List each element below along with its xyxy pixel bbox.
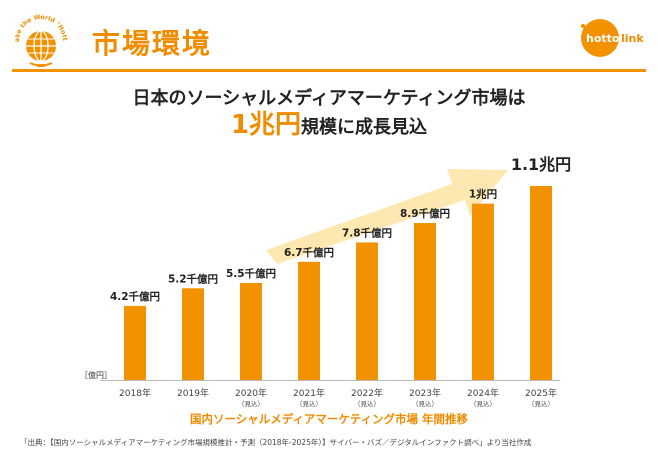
headline-rest: 規模に成長見込	[301, 117, 428, 138]
hottolink-logo-icon: hotto link	[580, 19, 644, 57]
page-title: 市場環境	[92, 27, 213, 60]
bar-2021年	[298, 261, 320, 380]
headline-emphasis: 1兆円	[230, 110, 302, 140]
value-label-2022年: 7.8千億円	[342, 226, 392, 239]
bar-2025年	[530, 186, 552, 380]
projection-note-2021年: （見込）	[296, 399, 322, 408]
svg-text:link: link	[621, 32, 644, 45]
category-label-2022年: 2022年	[351, 387, 383, 399]
bar-2022年	[356, 242, 378, 380]
header: Make the World "Hotto" 市場環境 hotto link	[0, 0, 658, 76]
bar-2024年	[472, 203, 494, 380]
trend-arrow	[266, 169, 508, 264]
market-bar-chart: ［億円］4.2千億円2018年5.2千億円2019年5.5千億円2020年（見込…	[80, 155, 571, 426]
projection-note-2025年: （見込）	[528, 399, 554, 408]
projection-note-2022年: （見込）	[354, 399, 380, 408]
value-label-2019年: 5.2千億円	[168, 272, 218, 285]
category-label-2023年: 2023年	[409, 387, 441, 399]
category-label-2020年: 2020年	[235, 387, 267, 399]
value-label-2025年: 1.1兆円	[511, 155, 571, 174]
subheadline: 1兆円規模に成長見込	[0, 104, 658, 141]
projection-note-2023年: （見込）	[412, 399, 438, 408]
globe-logo-icon: Make the World "Hotto"	[10, 8, 68, 67]
value-label-2020年: 5.5千億円	[226, 267, 276, 280]
chart-title: 国内ソーシャルメディアマーケティング市場 年間推移	[190, 412, 469, 426]
source-note: 「出典：【国内ソーシャルメディアマーケティング市場規模推計・予測（2018年-2…	[20, 438, 532, 447]
bar-2018年	[124, 305, 146, 380]
category-label-2019年: 2019年	[177, 387, 209, 399]
projection-note-2020年: （見込）	[238, 399, 264, 408]
value-label-2018年: 4.2千億円	[110, 290, 160, 303]
bar-2023年	[414, 223, 436, 380]
bar-2020年	[240, 283, 262, 380]
value-label-2024年: 1兆円	[469, 188, 497, 201]
category-label-2018年: 2018年	[119, 387, 151, 399]
y-axis-unit-label: ［億円］	[80, 370, 112, 380]
category-label-2021年: 2021年	[293, 387, 325, 399]
header-divider	[12, 69, 646, 72]
svg-text:hotto: hotto	[586, 32, 620, 45]
category-label-2025年: 2025年	[525, 387, 557, 399]
category-label-2024年: 2024年	[467, 387, 499, 399]
value-label-2021年: 6.7千億円	[284, 246, 334, 259]
value-label-2023年: 8.9千億円	[400, 207, 450, 220]
headline: 日本のソーシャルメディアマーケティング市場は	[132, 88, 526, 109]
projection-note-2024年: （見込）	[470, 399, 496, 408]
bar-2019年	[182, 288, 204, 380]
